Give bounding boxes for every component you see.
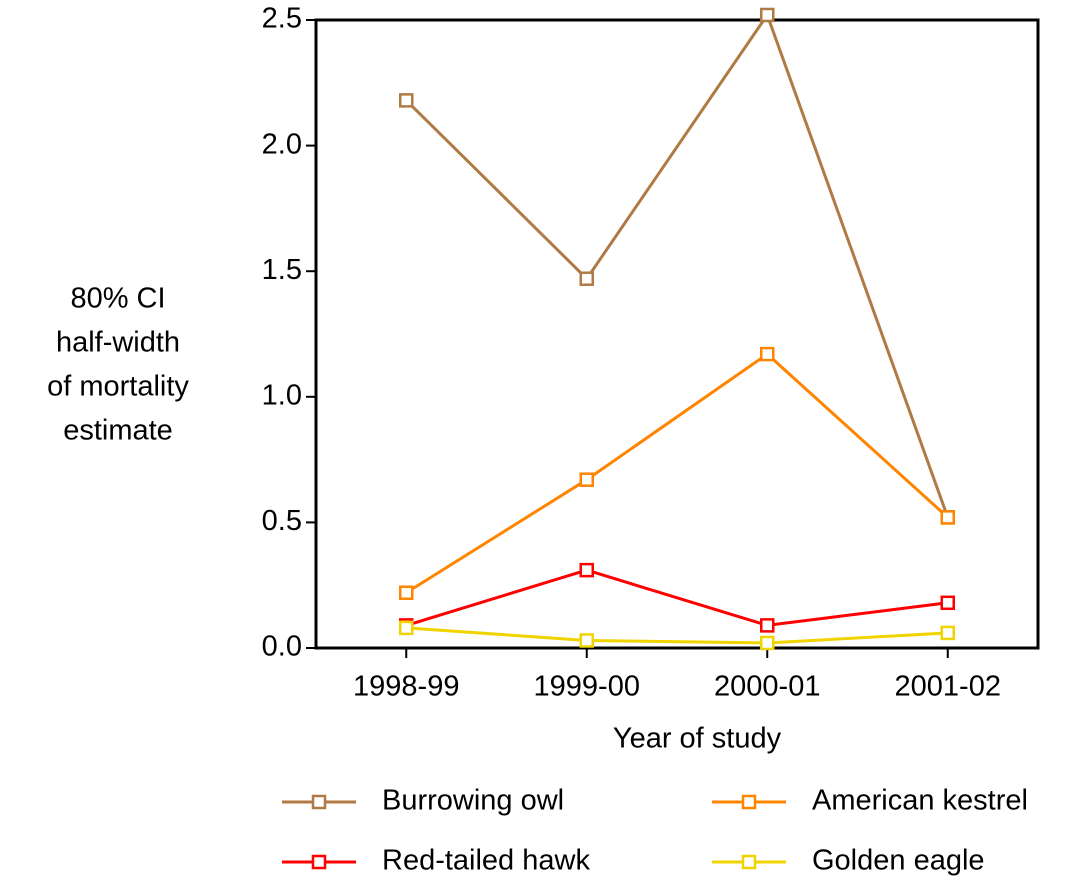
plot-frame — [314, 18, 1040, 650]
x-tick-label: 1999-00 — [534, 671, 640, 703]
y-tick-label: 1.0 — [262, 379, 302, 411]
series-line — [405, 11, 950, 518]
marker — [311, 854, 327, 870]
legend-label: American kestrel — [812, 785, 1028, 817]
marker — [760, 346, 775, 362]
marker — [311, 794, 327, 810]
y-tick-label: 2.0 — [262, 128, 302, 160]
y-tick-label: 2.5 — [262, 3, 302, 35]
marker — [741, 854, 757, 870]
marker — [760, 7, 775, 23]
marker — [399, 620, 414, 636]
y-tick-label: 0.0 — [262, 631, 302, 663]
marker — [579, 633, 594, 648]
marker — [760, 618, 775, 633]
y-axis-title: half-width — [56, 327, 180, 359]
y-tick-label: 1.5 — [262, 254, 302, 286]
marker — [579, 562, 594, 578]
marker — [940, 625, 955, 641]
y-tick-label: 0.5 — [262, 505, 302, 537]
marker — [760, 635, 775, 651]
marker — [399, 93, 414, 108]
marker — [399, 585, 414, 600]
y-axis-title: of mortality — [47, 371, 189, 403]
y-axis-title: estimate — [63, 415, 173, 447]
x-tick-label: 2001-02 — [895, 671, 1001, 703]
marker — [579, 271, 594, 286]
series-line — [405, 352, 949, 595]
marker — [579, 472, 594, 487]
marker — [940, 595, 955, 611]
series-line — [405, 568, 948, 627]
x-axis-title: Year of study — [613, 723, 782, 755]
series-line — [406, 626, 948, 645]
legend-label: Burrowing owl — [382, 785, 564, 817]
marker — [741, 794, 757, 810]
legend-label: Red-tailed hawk — [382, 845, 590, 877]
legend-label: Golden eagle — [812, 845, 985, 877]
marker — [940, 510, 955, 525]
x-tick-label: 1998-99 — [353, 671, 459, 703]
y-axis-title: 80% CI — [70, 283, 165, 315]
x-tick-label: 2000-01 — [714, 671, 820, 703]
